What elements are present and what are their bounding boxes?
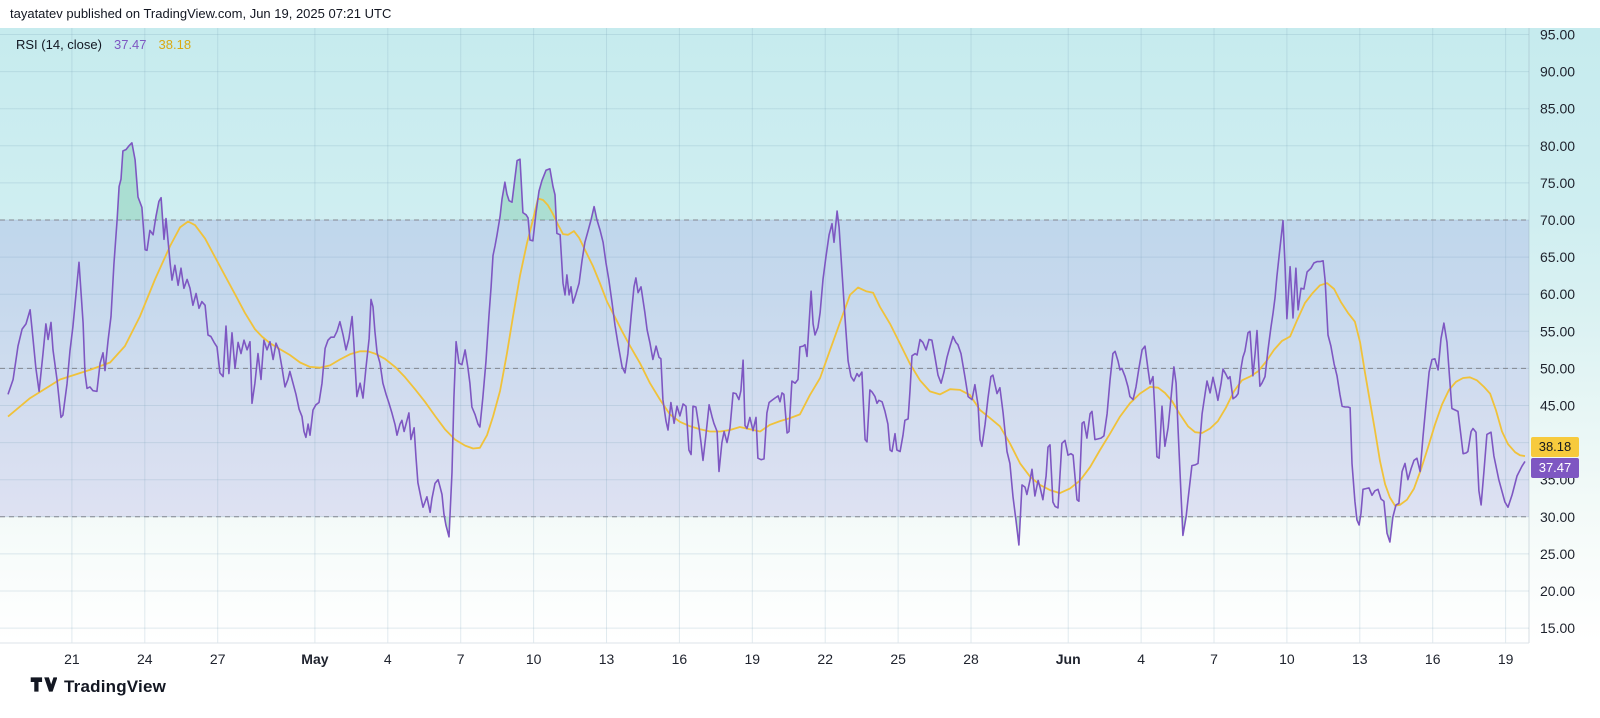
x-tick-label: 22 (817, 651, 833, 667)
overbought-fill (8, 142, 1525, 220)
y-tick-label: 50.00 (1540, 360, 1575, 376)
x-tick-label: 7 (457, 651, 465, 667)
time-scale[interactable] (0, 643, 1529, 672)
pane-background (0, 28, 1600, 643)
x-tick-label: 7 (1210, 651, 1218, 667)
y-tick-label: 45.00 (1540, 398, 1575, 414)
y-tick-label: 30.00 (1540, 509, 1575, 525)
legend-ma-value: 38.18 (158, 37, 192, 52)
y-tick-label: 20.00 (1540, 583, 1575, 599)
x-tick-label: 19 (745, 651, 761, 667)
y-tick-label: 65.00 (1540, 249, 1575, 265)
y-tick-label: 85.00 (1540, 101, 1575, 117)
rsi-last-value-badge: 37.47 (1531, 458, 1579, 479)
indicator-legend: RSI (14, close) 37.47 38.18 (16, 37, 191, 52)
indicator-title: RSI (14, close) (16, 37, 102, 52)
y-axis-labels: 95.00 90.00 85.00 80.00 75.00 70.00 65.00 60.00… (1540, 28, 1575, 636)
tradingview-logo-icon (30, 674, 58, 700)
tradingview-branding[interactable]: TradingView (30, 674, 166, 700)
time-axis-strip (0, 643, 1600, 673)
x-tick-label: 4 (384, 651, 392, 667)
x-tick-label: 24 (137, 651, 153, 667)
y-tick-label: 60.00 (1540, 286, 1575, 302)
attribution-text: tayatatev published on TradingView.com, … (10, 6, 392, 21)
chart-canvas[interactable]: 21 24 27 May 4 7 10 13 16 19 22 25 28 Jun 4 7 10 13 16 19 95… (0, 28, 1600, 673)
x-tick-label: 16 (672, 651, 688, 667)
y-tick-label: 55.00 (1540, 323, 1575, 339)
price-scale[interactable] (1530, 28, 1600, 643)
y-tick-label: 95.00 (1540, 28, 1575, 43)
x-tick-label: 13 (1352, 651, 1368, 667)
level-lines (0, 219, 1529, 518)
y-tick-label: 70.00 (1540, 212, 1575, 228)
x-tick-label: 4 (1137, 651, 1145, 667)
ma-last-value-badge: 38.18 (1531, 437, 1579, 458)
x-tick-label: 27 (210, 651, 226, 667)
x-tick-label: 28 (963, 651, 979, 667)
y-tick-label: 80.00 (1540, 138, 1575, 154)
x-tick-label: 19 (1498, 651, 1514, 667)
x-tick-label: 25 (890, 651, 906, 667)
y-tick-label: 15.00 (1540, 620, 1575, 636)
x-tick-label: 10 (1279, 651, 1295, 667)
x-tick-label: 21 (64, 651, 80, 667)
x-tick-label: May (301, 651, 328, 667)
y-tick-label: 25.00 (1540, 546, 1575, 562)
y-tick-label: 75.00 (1540, 175, 1575, 191)
x-tick-label: Jun (1056, 651, 1081, 667)
x-tick-label: 16 (1425, 651, 1441, 667)
rsi-line (7, 142, 1526, 546)
x-tick-label: 13 (599, 651, 615, 667)
x-tick-label: 10 (526, 651, 542, 667)
y-tick-label: 90.00 (1540, 64, 1575, 80)
x-axis-labels: 21 24 27 May 4 7 10 13 16 19 22 25 28 Jun 4 7 10 13 16 19 (64, 651, 1513, 667)
legend-rsi-value: 37.47 (113, 37, 147, 52)
tradingview-wordmark: TradingView (64, 677, 167, 696)
